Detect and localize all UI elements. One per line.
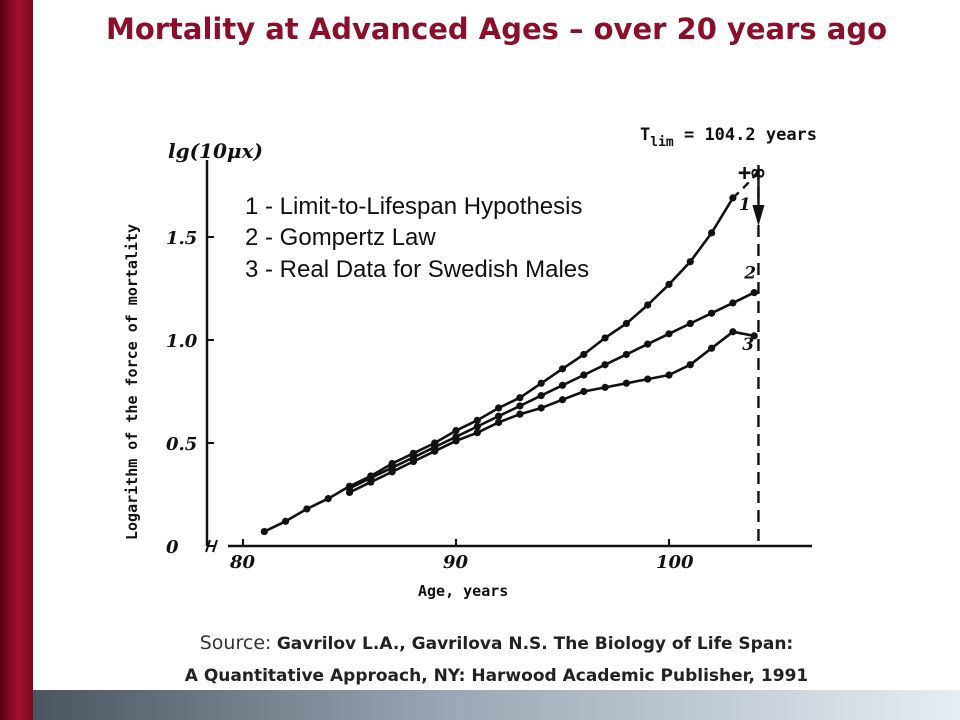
series-1-point — [495, 404, 503, 412]
y-tick-label: 0 — [166, 537, 179, 558]
y-ticks-group: 0 0.5 1.0 1.5 — [166, 228, 214, 558]
tlim-prefix: T — [640, 125, 650, 145]
series-1-point — [558, 365, 567, 373]
series-3-point — [665, 371, 673, 379]
series-2-point — [622, 350, 631, 359]
series-2-point — [537, 392, 545, 400]
x-axis-label: Age, years — [418, 582, 508, 600]
series-1-point — [260, 527, 268, 536]
series-2-point — [750, 289, 758, 297]
legend-entry-1: 1 - Limit-to-Lifespan Hypothesis — [245, 193, 582, 220]
series-2-label: 2 — [743, 264, 756, 284]
series-1-point — [644, 301, 652, 309]
series-3-point — [367, 478, 375, 486]
series-group: 1 2 3 — [260, 169, 760, 536]
series-3-point — [558, 396, 567, 404]
y-tick-label: 1.5 — [166, 228, 197, 249]
slide-title: Mortality at Advanced Ages – over 20 yea… — [105, 12, 888, 46]
series-2-line — [348, 291, 755, 490]
tlim-suffix: = 104.2 years — [674, 125, 817, 145]
infinity-annotation: +∞ — [738, 161, 765, 186]
series-3-line — [348, 330, 755, 494]
series-1-point — [686, 258, 694, 266]
tlim-annotation: Tlim = 104.2 years — [640, 125, 817, 150]
series-3-point — [750, 332, 758, 340]
series-3-point — [686, 361, 694, 369]
y-axis-label: Logarithm of the force of mortality — [123, 224, 141, 540]
series-3-point — [431, 447, 439, 455]
source-text-1: Gavrilov L.A., Gavrilova N.S. The Biolog… — [276, 634, 794, 654]
series-1-label: 1 — [739, 195, 751, 215]
source-line-1: Source: Gavrilov L.A., Gavrilova N.S. Th… — [33, 632, 960, 654]
series-2-point — [558, 381, 567, 389]
series-2-point — [708, 309, 716, 317]
series-1-point — [324, 495, 332, 503]
source-line-2: A Quantitative Approach, NY: Harwood Aca… — [184, 666, 809, 686]
series-3-point — [495, 418, 503, 426]
series-3-point — [644, 375, 652, 383]
series-3-point — [729, 328, 737, 336]
series-2-point — [601, 361, 609, 369]
series-2-point — [580, 371, 588, 379]
legend: 1 - Limit-to-Lifespan Hypothesis 2 - Gom… — [245, 193, 589, 283]
left-accent-bar — [0, 0, 33, 720]
series-1-point — [303, 505, 311, 513]
tlim-marks — [752, 165, 765, 546]
series-2-point — [729, 299, 737, 307]
series-1-point — [473, 416, 481, 424]
series-2-point — [644, 340, 652, 348]
series-3-point — [537, 404, 545, 412]
series-1-point — [452, 427, 460, 435]
series-1-point — [622, 319, 631, 328]
y-tick-label: 0.5 — [166, 434, 197, 455]
series-1-point — [708, 229, 716, 237]
series-1-point — [580, 350, 588, 359]
bottom-accent-bar — [33, 690, 960, 720]
series-1-point — [516, 394, 524, 402]
series-1-point — [665, 280, 673, 288]
series-2-point — [686, 319, 694, 328]
series-3-point — [452, 437, 460, 445]
x-tick-label: 100 — [656, 552, 694, 573]
series-3-point — [473, 429, 481, 437]
source-label: Source: — [199, 632, 272, 654]
series-3-point — [708, 344, 716, 352]
x-tick-label: 90 — [443, 552, 469, 573]
series-1-point — [601, 334, 609, 342]
x-tick-label: 80 — [229, 552, 256, 573]
series-2-point — [473, 422, 481, 431]
legend-entry-2: 2 - Gompertz Law — [245, 224, 436, 251]
tlim-subscript: lim — [650, 135, 674, 150]
series-3-point — [622, 379, 631, 387]
y-symbol-label: lg(10μx) — [168, 139, 263, 163]
x-ticks-group: 80 90 100 — [229, 539, 694, 573]
series-1-point — [282, 517, 290, 525]
series-3-point — [345, 488, 354, 497]
series-3-point — [601, 383, 609, 391]
series-2-point — [516, 402, 524, 410]
series-3-point — [516, 410, 524, 418]
tlim-arrow-head — [752, 205, 765, 226]
series-2-point — [495, 412, 503, 420]
series-3-point — [388, 468, 396, 476]
series-3-point — [580, 387, 588, 396]
series-3-label: 3 — [742, 335, 754, 355]
legend-entry-3: 3 - Real Data for Swedish Males — [245, 256, 589, 283]
y-tick-label: 1.0 — [166, 331, 198, 352]
series-3-point — [409, 457, 417, 466]
mortality-chart: 0 0.5 1.0 1.5 80 90 100 lg(10μx) Logarithm of… — [123, 125, 817, 600]
series-2-point — [665, 330, 673, 338]
series-1-point — [537, 379, 545, 387]
series-1-extension — [732, 169, 760, 199]
